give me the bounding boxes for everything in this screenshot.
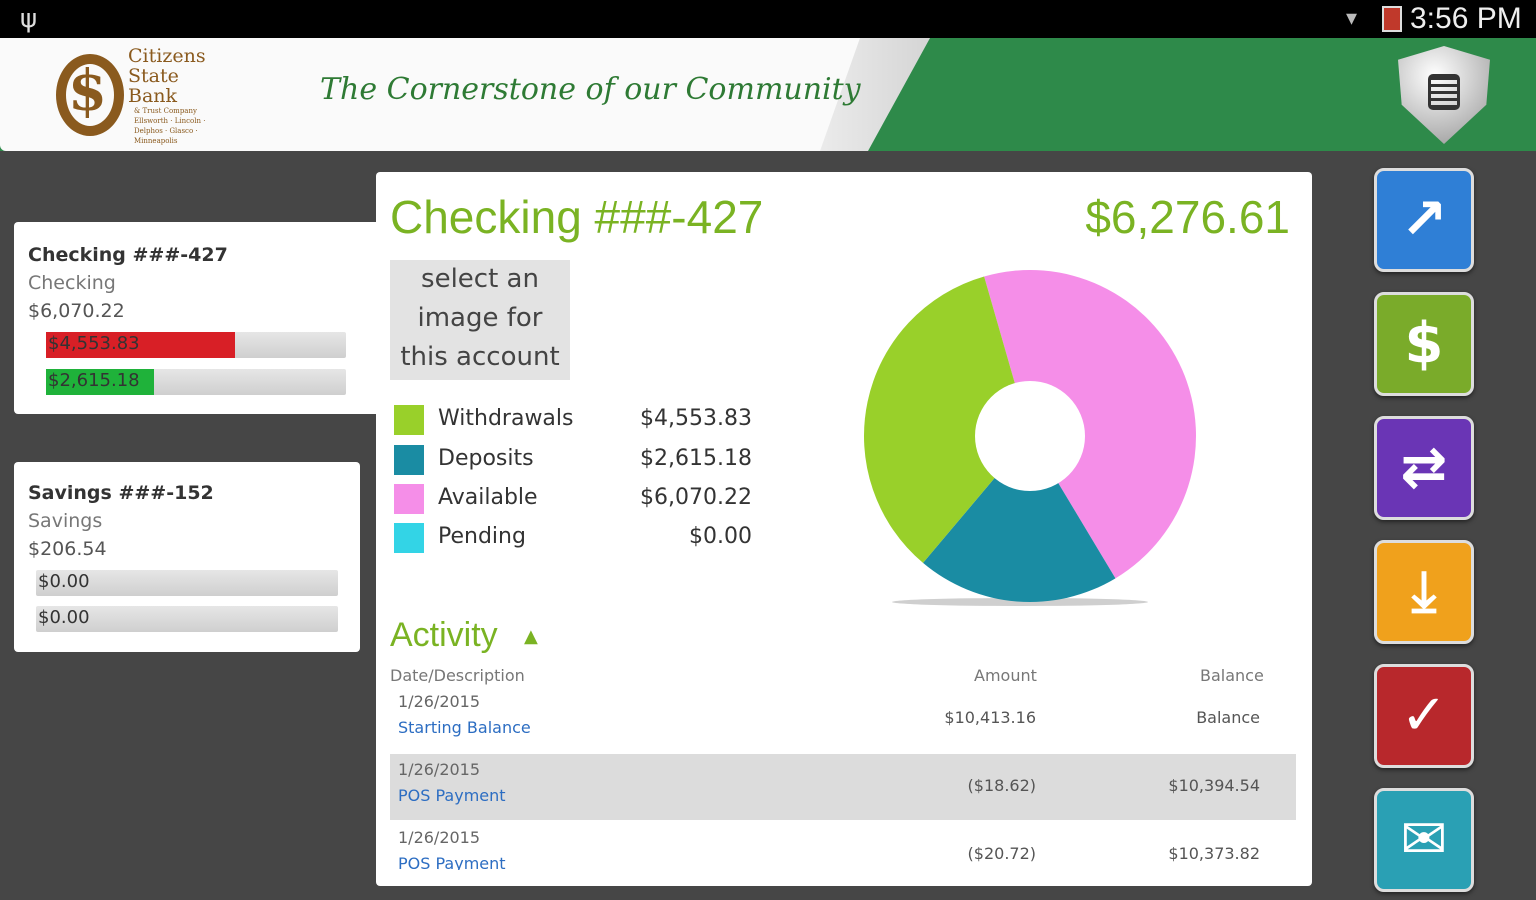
donut-hole xyxy=(975,381,1085,491)
transaction-row[interactable]: 1/26/2015 POS Payment ($18.62) $10,394.5… xyxy=(390,754,1296,820)
logo-subtitle: & Trust Company xyxy=(134,107,197,115)
pie-slice-withdrawals xyxy=(864,276,1030,563)
chart-shadow xyxy=(892,598,1148,606)
deposits-bar: $2,615.18 xyxy=(46,369,346,395)
phone-mail-icon: ✉ xyxy=(1400,807,1448,872)
transaction-description[interactable]: POS Payment xyxy=(398,786,506,805)
logo-line-1: Citizens xyxy=(128,45,206,67)
inbox-download-icon: ⤓ xyxy=(1411,559,1437,624)
select-image-line-3: this account xyxy=(400,342,560,372)
detail-title: Checking ###-427 xyxy=(390,191,764,243)
legend-item-pending: Pending $0.00 xyxy=(394,522,754,554)
logo-locations: Ellsworth · Lincoln · Delphos · Glasco ·… xyxy=(134,117,206,145)
account-name: Savings ###-152 xyxy=(28,482,214,504)
account-type: Checking xyxy=(28,272,116,294)
logo-dollar-icon: $ xyxy=(68,58,107,124)
check-button[interactable]: ✓ xyxy=(1374,664,1474,768)
transfer-arrows-icon: ⇄ xyxy=(1400,435,1448,500)
deposits-bar-fill xyxy=(46,369,154,395)
account-balance: $6,070.22 xyxy=(28,300,125,322)
activity-heading[interactable]: Activity xyxy=(390,616,498,654)
column-header-balance[interactable]: Balance xyxy=(1200,666,1264,685)
legend-label: Deposits xyxy=(438,446,534,471)
bank-chart-icon: ↗ xyxy=(1400,187,1448,252)
logo-line-2: State xyxy=(128,65,179,87)
pie-slice-available xyxy=(984,270,1196,579)
transaction-balance: Balance xyxy=(1196,708,1260,727)
transaction-description[interactable]: POS Payment xyxy=(398,854,506,870)
clock: 3:56 PM xyxy=(1410,2,1522,35)
legend-item-withdrawals: Withdrawals $4,553.83 xyxy=(394,404,754,436)
legend-item-available: Available $6,070.22 xyxy=(394,483,754,515)
transaction-description[interactable]: Starting Balance xyxy=(398,718,531,737)
transaction-date: 1/26/2015 xyxy=(398,828,481,847)
checkmark-icon: ✓ xyxy=(1400,683,1448,748)
transaction-balance: $10,373.82 xyxy=(1168,844,1260,863)
slogan: The Cornerstone of our Community xyxy=(320,72,861,107)
column-header-description[interactable]: Date/Description xyxy=(390,666,525,685)
withdrawals-bar: $4,553.83 xyxy=(46,332,346,358)
collapse-arrow-icon[interactable]: ▲ xyxy=(524,626,538,647)
select-image-line-1: select an xyxy=(421,264,539,294)
deposits-bar: $0.00 xyxy=(36,606,338,632)
transfer-button[interactable]: ⇄ xyxy=(1374,416,1474,520)
legend-value: $0.00 xyxy=(689,524,752,549)
header-white-band xyxy=(0,38,930,151)
withdrawals-bar: $0.00 xyxy=(36,570,338,596)
pie-slice-deposits xyxy=(923,436,1116,602)
transaction-row[interactable]: 1/26/2015 POS Payment ($20.72) $10,373.8… xyxy=(390,822,1296,870)
legend-value: $2,615.18 xyxy=(640,446,752,471)
usb-icon: ψ xyxy=(20,4,38,34)
accounts-button[interactable]: ↗ xyxy=(1374,168,1474,272)
deposits-bar-label: $2,615.18 xyxy=(48,370,140,391)
legend-swatch xyxy=(394,445,424,475)
lock-icon xyxy=(1428,74,1460,110)
legend-label: Withdrawals xyxy=(438,406,574,431)
status-bar: ψ ▾ 3:56 PM xyxy=(0,0,1536,38)
battery-icon xyxy=(1382,6,1402,32)
withdrawals-bar-label: $4,553.83 xyxy=(48,333,140,354)
account-name: Checking ###-427 xyxy=(28,244,228,266)
legend-label: Pending xyxy=(438,524,526,549)
account-detail-panel: Checking ###-427 $6,276.61 select an ima… xyxy=(376,172,1312,886)
deposits-bar-label: $0.00 xyxy=(38,607,90,628)
transaction-amount: ($18.62) xyxy=(967,776,1036,795)
bank-logo[interactable]: $ Citizens State Bank & Trust Company El… xyxy=(52,44,242,148)
logo-line-3: Bank xyxy=(128,85,178,107)
account-card-checking[interactable]: Checking ###-427 Checking $6,070.22 $4,5… xyxy=(14,222,396,414)
select-image-line-2: image for xyxy=(417,303,543,333)
legend-swatch xyxy=(394,523,424,553)
transaction-date: 1/26/2015 xyxy=(398,692,481,711)
column-header-amount[interactable]: Amount xyxy=(974,666,1037,685)
pay-bills-button[interactable]: $ xyxy=(1374,292,1474,396)
logout-button[interactable] xyxy=(1398,46,1490,144)
legend-value: $4,553.83 xyxy=(640,406,752,431)
legend-value: $6,070.22 xyxy=(640,485,752,510)
legend-swatch xyxy=(394,405,424,435)
dollar-icon: $ xyxy=(1404,311,1444,376)
account-type: Savings xyxy=(28,510,103,532)
transaction-balance: $10,394.54 xyxy=(1168,776,1260,795)
app-header: $ Citizens State Bank & Trust Company El… xyxy=(0,38,1536,151)
select-image-button[interactable]: select an image for this account xyxy=(390,260,570,380)
deposit-button[interactable]: ⤓ xyxy=(1374,540,1474,644)
account-card-savings[interactable]: Savings ###-152 Savings $206.54 $0.00 $0… xyxy=(14,462,360,652)
signal-icon: ▾ xyxy=(1346,6,1358,31)
balance-donut-chart xyxy=(864,270,1196,606)
detail-total: $6,276.61 xyxy=(1085,191,1290,243)
transaction-amount: ($20.72) xyxy=(967,844,1036,863)
legend-item-deposits: Deposits $2,615.18 xyxy=(394,444,754,476)
transaction-amount: $10,413.16 xyxy=(944,708,1036,727)
withdrawals-bar-fill xyxy=(46,332,235,358)
contact-button[interactable]: ✉ xyxy=(1374,788,1474,892)
withdrawals-bar-label: $0.00 xyxy=(38,571,90,592)
legend-swatch xyxy=(394,484,424,514)
transaction-date: 1/26/2015 xyxy=(398,760,481,779)
account-balance: $206.54 xyxy=(28,538,107,560)
legend-label: Available xyxy=(438,485,538,510)
transaction-row[interactable]: 1/26/2015 Starting Balance $10,413.16 Ba… xyxy=(390,686,1296,752)
